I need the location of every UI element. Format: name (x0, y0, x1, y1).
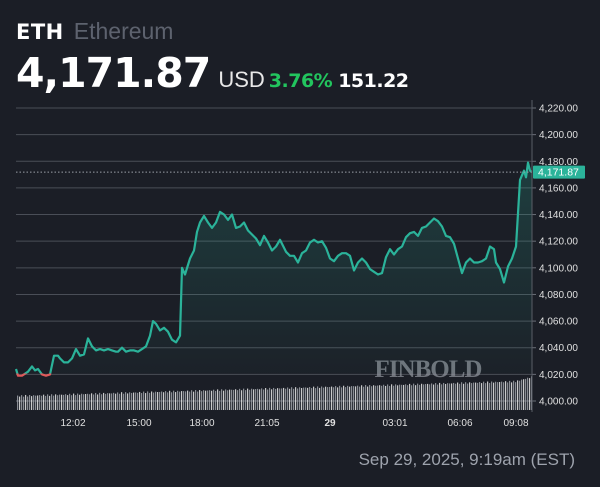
last-price-tag: 4,171.87 (533, 165, 585, 179)
svg-text:4,200.00: 4,200.00 (539, 130, 578, 141)
svg-text:4,020.00: 4,020.00 (539, 370, 578, 381)
svg-text:03:01: 03:01 (382, 418, 407, 429)
asset-symbol: ETH (16, 20, 64, 44)
svg-text:09:08: 09:08 (503, 418, 528, 429)
asset-header: ETH Ethereum 4,171.87 USD 3.76% 151.22 (16, 18, 409, 97)
x-axis-labels: 12:02 15:00 18:00 21:05 29 03:01 06:06 09:08 (60, 418, 528, 429)
svg-text:06:06: 06:06 (447, 418, 472, 429)
change-percent: 3.76% (268, 70, 333, 92)
current-price: 4,171.87 (16, 49, 211, 97)
svg-text:4,160.00: 4,160.00 (539, 183, 578, 194)
svg-text:21:05: 21:05 (254, 418, 279, 429)
svg-text:12:02: 12:02 (60, 418, 85, 429)
svg-text:4,100.00: 4,100.00 (539, 263, 578, 274)
svg-text:4,120.00: 4,120.00 (539, 237, 578, 248)
svg-text:4,040.00: 4,040.00 (539, 343, 578, 354)
volume-bars (17, 376, 533, 410)
change-absolute: 151.22 (338, 70, 409, 92)
svg-text:4,080.00: 4,080.00 (539, 290, 578, 301)
price-area-fill (16, 162, 532, 374)
svg-text:29: 29 (324, 418, 336, 429)
asset-name: Ethereum (73, 18, 174, 44)
svg-text:4,060.00: 4,060.00 (539, 317, 578, 328)
svg-text:15:00: 15:00 (126, 418, 151, 429)
svg-text:4,180.00: 4,180.00 (539, 157, 578, 168)
svg-text:4,140.00: 4,140.00 (539, 210, 578, 221)
svg-text:18:00: 18:00 (189, 418, 214, 429)
currency-label: USD (218, 67, 265, 92)
price-line-up (14, 161, 533, 374)
y-axis-labels: 4,000.00 4,020.00 4,040.00 4,060.00 4,080.00… (539, 104, 578, 408)
timestamp: Sep 29, 2025, 9:19am (EST) (358, 450, 575, 469)
svg-text:4,171.87: 4,171.87 (538, 167, 579, 179)
svg-text:4,000.00: 4,000.00 (539, 397, 578, 408)
svg-text:4,220.00: 4,220.00 (539, 104, 578, 115)
